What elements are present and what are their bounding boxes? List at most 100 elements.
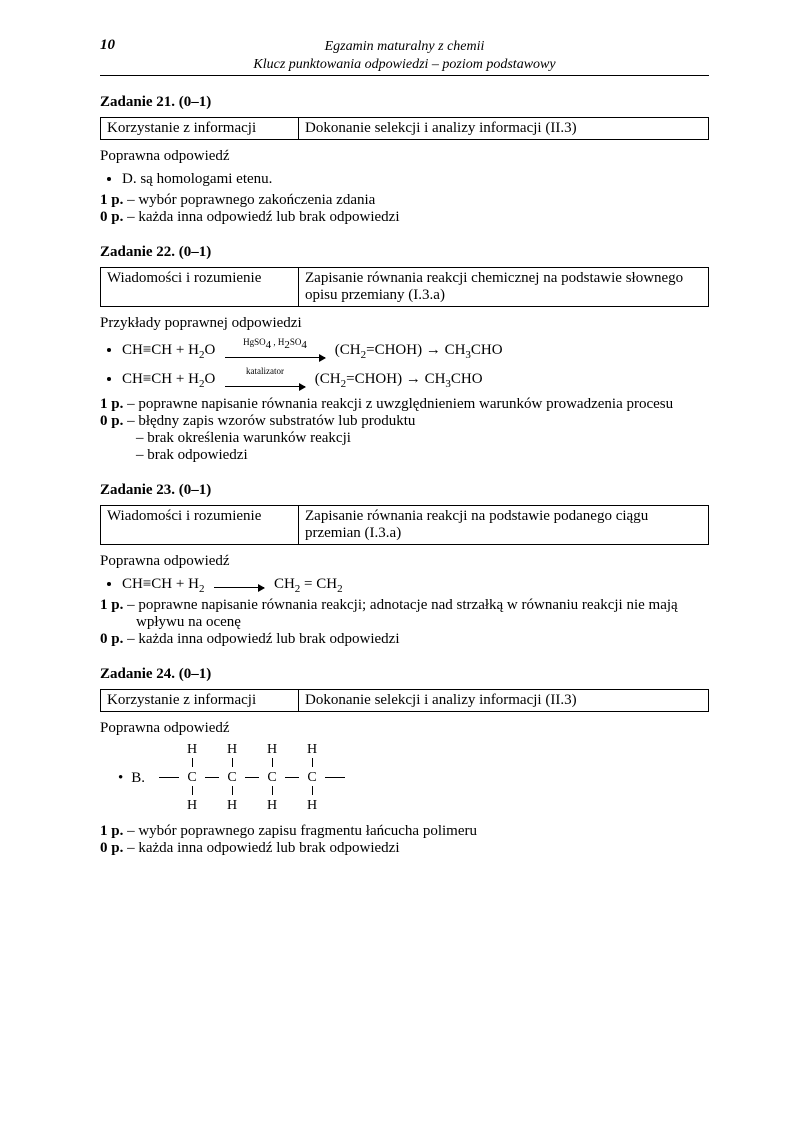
task-23-desc: Zapisanie równania reakcji na podstawie … (299, 506, 709, 545)
task-24-skill: Korzystanie z informacji (101, 690, 299, 712)
struct-row: H H H H (159, 799, 345, 813)
atom-h: H (219, 799, 245, 813)
atom-h: H (259, 743, 285, 757)
task-22-title: Zadanie 22. (0–1) (100, 244, 709, 261)
eq-text: CH (274, 576, 295, 592)
task-23-scoring: 1 p. – poprawne napisanie równania reakc… (100, 597, 709, 648)
list-item: D. są homologami etenu. (122, 171, 709, 188)
table-row: Wiadomości i rozumienie Zapisanie równan… (101, 506, 709, 545)
reaction-conditions: katalizator (225, 367, 305, 376)
task-24-scoring: 1 p. – wybór poprawnego zapisu fragmentu… (100, 823, 709, 857)
score-line: 0 p. – każda inna odpowiedź lub brak odp… (100, 209, 709, 226)
task-22-desc: Zapisanie równania reakcji chemicznej na… (299, 268, 709, 307)
examples-label: Przykłady poprawnej odpowiedzi (100, 315, 709, 332)
struct-row: C C C C (159, 771, 345, 785)
header-line-1: Egzamin maturalny z chemii (325, 39, 485, 54)
equation-3: CH≡CH + H2 CH2 = CH2 (122, 576, 343, 592)
score-line: 0 p. – każda inna odpowiedź lub brak odp… (100, 840, 709, 857)
score-text: – poprawne napisanie równania reakcji; a… (127, 597, 678, 630)
running-header: 10 Egzamin maturalny z chemii Klucz punk… (100, 38, 709, 76)
reaction-arrow-icon: katalizator (225, 367, 305, 392)
task-22-skill: Wiadomości i rozumienie (101, 268, 299, 307)
bond-icon (232, 786, 233, 795)
atom-c: C (299, 771, 325, 785)
bond-icon (285, 777, 299, 778)
task-23-skill: Wiadomości i rozumienie (101, 506, 299, 545)
atom-c: C (179, 771, 205, 785)
table-row: Wiadomości i rozumienie Zapisanie równan… (101, 268, 709, 307)
score-points: 1 p. (100, 192, 123, 208)
task-24-title: Zadanie 24. (0–1) (100, 666, 709, 683)
atom-h: H (179, 799, 205, 813)
atom-c: C (259, 771, 285, 785)
score-points: 0 p. (100, 209, 123, 225)
bond-icon (192, 786, 193, 795)
task-23-title: Zadanie 23. (0–1) (100, 482, 709, 499)
struct-grid: H H H H C C (159, 743, 345, 813)
eq-text: CH≡CH + H (122, 371, 199, 387)
task-21-skill: Korzystanie z informacji (101, 118, 299, 140)
bullet-icon: • (118, 770, 123, 787)
score-points: 0 p. (100, 840, 123, 856)
score-line: 1 p. – poprawne napisanie równania reakc… (100, 396, 709, 413)
score-line: – brak odpowiedzi (100, 447, 709, 464)
bond-icon (312, 758, 313, 767)
eq-text: (CH (315, 371, 341, 387)
task-22-table: Wiadomości i rozumienie Zapisanie równan… (100, 267, 709, 307)
arrow-shaft (225, 357, 325, 358)
score-text: – każda inna odpowiedź lub brak odpowied… (127, 840, 399, 856)
task-23-equation: CH≡CH + H2 CH2 = CH2 (100, 576, 709, 593)
score-points: 0 p. (100, 413, 123, 429)
eq-text: (CH (335, 342, 361, 358)
eq-text: =CHOH) → CH (346, 371, 445, 387)
task-24-desc: Dokonanie selekcji i analizy informacji … (299, 690, 709, 712)
score-points: 1 p. (100, 597, 123, 613)
task-22-equations: CH≡CH + H2O HgSO4 , H2SO4 (CH2=CHOH) → C… (100, 338, 709, 392)
bond-icon (272, 786, 273, 795)
score-line: 1 p. – poprawne napisanie równania reakc… (100, 597, 709, 631)
table-row: Korzystanie z informacji Dokonanie selek… (101, 690, 709, 712)
reaction-conditions: HgSO4 , H2SO4 (225, 338, 325, 347)
score-points: 1 p. (100, 823, 123, 839)
eq-text: CH≡CH + H (122, 576, 199, 592)
bond-icon (205, 777, 219, 778)
bond-icon (232, 758, 233, 767)
cond-text: SO (290, 337, 302, 347)
eq-sub: 2 (337, 583, 343, 595)
score-text: – brak określenia warunków reakcji (136, 430, 351, 446)
bond-icon (272, 758, 273, 767)
eq-text: CHO (471, 342, 503, 358)
equation-1: CH≡CH + H2O HgSO4 , H2SO4 (CH2=CHOH) → C… (122, 342, 503, 358)
score-line: 0 p. – każda inna odpowiedź lub brak odp… (100, 631, 709, 648)
reaction-arrow-icon: HgSO4 , H2SO4 (225, 338, 325, 363)
bond-icon (192, 758, 193, 767)
task-22-scoring: 1 p. – poprawne napisanie równania reakc… (100, 396, 709, 464)
eq-text: O (204, 371, 215, 387)
structural-formula: H H H H C C (159, 743, 345, 813)
task-23-table: Wiadomości i rozumienie Zapisanie równan… (100, 505, 709, 545)
score-line: 1 p. – wybór poprawnego zakończenia zdan… (100, 192, 709, 209)
struct-row (159, 785, 345, 799)
reaction-arrow-icon (214, 576, 264, 593)
score-line: 1 p. – wybór poprawnego zapisu fragmentu… (100, 823, 709, 840)
score-text: – każda inna odpowiedź lub brak odpowied… (127, 209, 399, 225)
correct-answer-label: Poprawna odpowiedź (100, 720, 709, 737)
atom-h: H (219, 743, 245, 757)
score-text: – wybór poprawnego zapisu fragmentu łańc… (127, 823, 477, 839)
correct-answer-label: Poprawna odpowiedź (100, 148, 709, 165)
atom-h: H (179, 743, 205, 757)
cond-text: , H (271, 337, 284, 347)
eq-text: CHO (451, 371, 483, 387)
score-text: – poprawne napisanie równania reakcji z … (127, 396, 673, 412)
task-21-table: Korzystanie z informacji Dokonanie selek… (100, 117, 709, 140)
score-points: 0 p. (100, 631, 123, 647)
task-21-answers: D. są homologami etenu. (100, 171, 709, 188)
bond-icon (325, 777, 345, 778)
arrow-shaft (214, 587, 264, 588)
eq-text: =CHOH) → CH (366, 342, 465, 358)
struct-row: H H H H (159, 743, 345, 757)
task-21-desc: Dokonanie selekcji i analizy informacji … (299, 118, 709, 140)
equation-2: CH≡CH + H2O katalizator (CH2=CHOH) → CH3… (122, 371, 483, 387)
struct-row (159, 757, 345, 771)
option-label: B. (131, 770, 145, 787)
